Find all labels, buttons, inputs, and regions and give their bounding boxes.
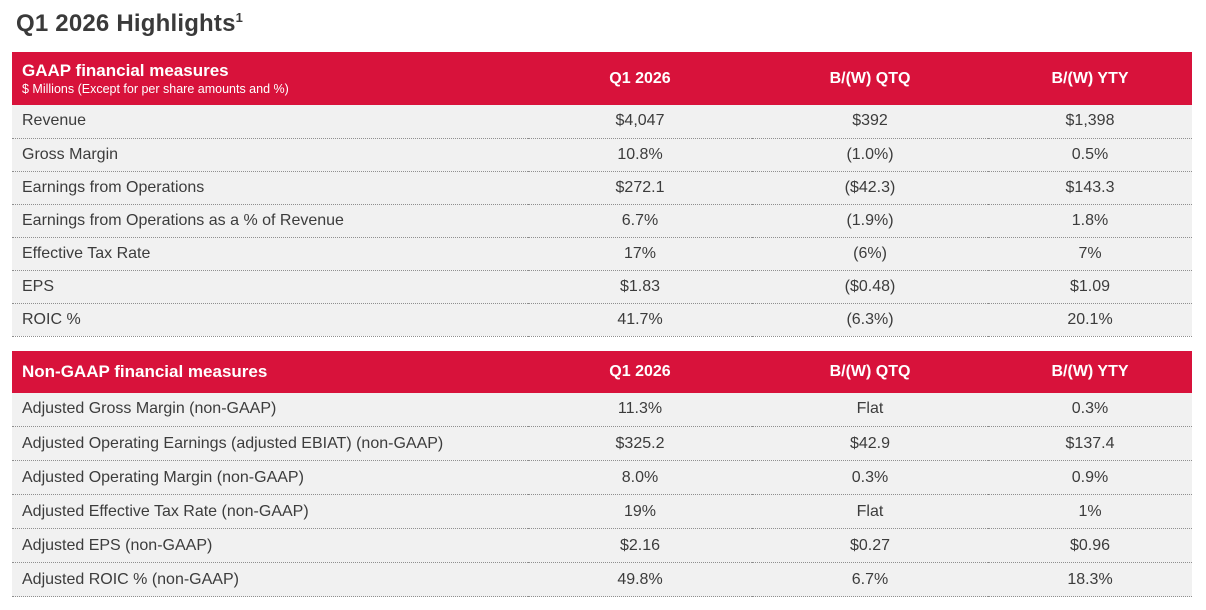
gaap-column-header-bw-yty: B/(W) YTY [988, 52, 1192, 105]
non-gaap-table-title: Non-GAAP financial measures [22, 361, 268, 381]
row-label: Adjusted ROIC % (non-GAAP) [12, 562, 528, 597]
row-label: Adjusted Operating Earnings (adjusted EB… [12, 426, 528, 461]
cell-q1-2026: 41.7% [528, 303, 752, 337]
page-title: Q1 2026 Highlights1 [16, 9, 1194, 38]
cell-bw-yty: $137.4 [988, 426, 1192, 461]
table-row-eps: EPS $1.83 ($0.48) $1.09 [12, 270, 1192, 304]
table-row-earnings-pct-revenue: Earnings from Operations as a % of Reven… [12, 204, 1192, 238]
cell-q1-2026: $272.1 [528, 171, 752, 205]
cell-q1-2026: 10.8% [528, 138, 752, 172]
cell-bw-qtq: 6.7% [752, 562, 988, 597]
cell-bw-qtq: $0.27 [752, 528, 988, 563]
table-row-adj-operating-margin: Adjusted Operating Margin (non-GAAP) 8.0… [12, 460, 1192, 495]
cell-bw-qtq: (1.0%) [752, 138, 988, 172]
gaap-table-title: GAAP financial measures [22, 60, 229, 80]
cell-q1-2026: $1.83 [528, 270, 752, 304]
cell-bw-qtq: (6.3%) [752, 303, 988, 337]
cell-bw-yty: 0.9% [988, 460, 1192, 495]
row-label: Adjusted Effective Tax Rate (non-GAAP) [12, 494, 528, 529]
cell-bw-yty: 20.1% [988, 303, 1192, 337]
gaap-measures-table: GAAP financial measures $ Millions (Exce… [12, 52, 1192, 337]
cell-bw-yty: 1.8% [988, 204, 1192, 238]
gaap-table-header-row: GAAP financial measures $ Millions (Exce… [12, 52, 1192, 105]
cell-bw-yty: 0.5% [988, 138, 1192, 172]
row-label: Revenue [12, 105, 528, 139]
cell-bw-qtq: (1.9%) [752, 204, 988, 238]
table-row-earnings-from-operations: Earnings from Operations $272.1 ($42.3) … [12, 171, 1192, 205]
cell-bw-qtq: Flat [752, 494, 988, 529]
row-label: Effective Tax Rate [12, 237, 528, 271]
table-row-adj-roic: Adjusted ROIC % (non-GAAP) 49.8% 6.7% 18… [12, 562, 1192, 597]
table-row-roic: ROIC % 41.7% (6.3%) 20.1% [12, 303, 1192, 337]
cell-bw-yty: $1.09 [988, 270, 1192, 304]
cell-q1-2026: 11.3% [528, 392, 752, 427]
non-gaap-measures-table: Non-GAAP financial measures Q1 2026 B/(W… [12, 350, 1192, 597]
row-label: Earnings from Operations [12, 171, 528, 205]
cell-bw-yty: $143.3 [988, 171, 1192, 205]
cell-q1-2026: 19% [528, 494, 752, 529]
row-label: EPS [12, 270, 528, 304]
non-gaap-table-header-row: Non-GAAP financial measures Q1 2026 B/(W… [12, 350, 1192, 393]
gaap-column-header-q1-2026: Q1 2026 [528, 52, 752, 105]
cell-bw-yty: $0.96 [988, 528, 1192, 563]
cell-bw-qtq: ($42.3) [752, 171, 988, 205]
row-label: Adjusted Gross Margin (non-GAAP) [12, 392, 528, 427]
cell-bw-qtq: 0.3% [752, 460, 988, 495]
cell-q1-2026: 8.0% [528, 460, 752, 495]
cell-bw-qtq: (6%) [752, 237, 988, 271]
table-row-adj-effective-tax-rate: Adjusted Effective Tax Rate (non-GAAP) 1… [12, 494, 1192, 529]
table-row-gross-margin: Gross Margin 10.8% (1.0%) 0.5% [12, 138, 1192, 172]
table-row-adj-operating-earnings: Adjusted Operating Earnings (adjusted EB… [12, 426, 1192, 461]
cell-bw-qtq: ($0.48) [752, 270, 988, 304]
gaap-table-subtitle: $ Millions (Except for per share amounts… [22, 81, 289, 96]
cell-q1-2026: $2.16 [528, 528, 752, 563]
table-row-adj-eps: Adjusted EPS (non-GAAP) $2.16 $0.27 $0.9… [12, 528, 1192, 563]
table-row-revenue: Revenue $4,047 $392 $1,398 [12, 105, 1192, 139]
row-label: ROIC % [12, 303, 528, 337]
table-row-adj-gross-margin: Adjusted Gross Margin (non-GAAP) 11.3% F… [12, 392, 1192, 427]
cell-q1-2026: $4,047 [528, 105, 752, 139]
cell-bw-yty: 7% [988, 237, 1192, 271]
gaap-column-header-bw-qtq: B/(W) QTQ [752, 52, 988, 105]
gaap-table-header-cell: GAAP financial measures $ Millions (Exce… [12, 52, 528, 105]
non-gaap-table-header-cell: Non-GAAP financial measures [12, 350, 528, 393]
cell-bw-yty: 1% [988, 494, 1192, 529]
row-label: Gross Margin [12, 138, 528, 172]
row-label: Earnings from Operations as a % of Reven… [12, 204, 528, 238]
slide-page: Q1 2026 Highlights1 GAAP financial measu… [12, 9, 1194, 597]
non-gaap-column-header-q1-2026: Q1 2026 [528, 350, 752, 393]
row-label: Adjusted EPS (non-GAAP) [12, 528, 528, 563]
row-label: Adjusted Operating Margin (non-GAAP) [12, 460, 528, 495]
cell-bw-qtq: Flat [752, 392, 988, 427]
cell-bw-qtq: $392 [752, 105, 988, 139]
cell-q1-2026: $325.2 [528, 426, 752, 461]
table-row-effective-tax-rate: Effective Tax Rate 17% (6%) 7% [12, 237, 1192, 271]
title-footnote-marker: 1 [235, 10, 244, 25]
page-title-text: Q1 2026 Highlights [16, 10, 236, 37]
cell-bw-yty: 18.3% [988, 562, 1192, 597]
cell-bw-yty: 0.3% [988, 392, 1192, 427]
cell-q1-2026: 17% [528, 237, 752, 271]
cell-bw-qtq: $42.9 [752, 426, 988, 461]
cell-bw-yty: $1,398 [988, 105, 1192, 139]
cell-q1-2026: 6.7% [528, 204, 752, 238]
cell-q1-2026: 49.8% [528, 562, 752, 597]
non-gaap-column-header-bw-qtq: B/(W) QTQ [752, 350, 988, 393]
non-gaap-column-header-bw-yty: B/(W) YTY [988, 350, 1192, 393]
